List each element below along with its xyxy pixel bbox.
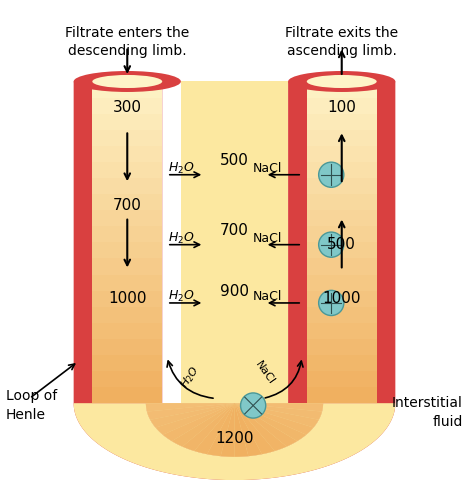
Polygon shape <box>92 258 162 275</box>
Text: $H_2O$: $H_2O$ <box>178 364 203 391</box>
Text: Loop of
Henle: Loop of Henle <box>6 389 57 421</box>
Polygon shape <box>92 403 377 457</box>
Polygon shape <box>234 403 275 454</box>
Polygon shape <box>234 403 287 451</box>
Circle shape <box>318 162 344 187</box>
Text: Filtrate exits the
ascending limb.: Filtrate exits the ascending limb. <box>285 26 398 58</box>
Polygon shape <box>147 403 234 420</box>
Text: 500: 500 <box>220 153 249 168</box>
Polygon shape <box>307 130 377 146</box>
Text: NaCl: NaCl <box>253 290 282 303</box>
Polygon shape <box>163 403 234 441</box>
Polygon shape <box>92 178 162 194</box>
Polygon shape <box>172 403 234 447</box>
Polygon shape <box>92 162 162 178</box>
Text: 300: 300 <box>113 100 142 115</box>
Polygon shape <box>307 82 377 403</box>
Text: 1000: 1000 <box>323 291 361 306</box>
Polygon shape <box>307 82 377 403</box>
Polygon shape <box>92 82 162 403</box>
Polygon shape <box>181 82 288 403</box>
Polygon shape <box>234 403 306 441</box>
Polygon shape <box>307 387 377 403</box>
Polygon shape <box>156 403 234 435</box>
Polygon shape <box>307 162 377 178</box>
Polygon shape <box>234 403 323 412</box>
Circle shape <box>241 393 266 418</box>
Polygon shape <box>307 323 377 339</box>
Text: Filtrate enters the
descending limb.: Filtrate enters the descending limb. <box>65 26 189 58</box>
Polygon shape <box>92 226 162 243</box>
Text: NaCl: NaCl <box>253 359 276 386</box>
Text: $H_2O$: $H_2O$ <box>168 289 195 304</box>
Polygon shape <box>307 226 377 243</box>
Polygon shape <box>92 323 162 339</box>
Polygon shape <box>92 146 162 162</box>
Polygon shape <box>74 82 395 480</box>
Ellipse shape <box>92 75 162 88</box>
Polygon shape <box>182 403 234 451</box>
Polygon shape <box>234 403 322 420</box>
Polygon shape <box>194 403 234 454</box>
Polygon shape <box>92 307 162 323</box>
Polygon shape <box>307 210 377 226</box>
Polygon shape <box>307 243 377 258</box>
Ellipse shape <box>288 71 395 92</box>
Polygon shape <box>92 98 162 114</box>
Polygon shape <box>307 194 377 210</box>
Polygon shape <box>92 403 377 457</box>
Polygon shape <box>307 82 377 98</box>
Polygon shape <box>307 146 377 162</box>
Text: 900: 900 <box>220 284 249 299</box>
Polygon shape <box>92 275 162 290</box>
Text: $H_2O$: $H_2O$ <box>168 231 195 246</box>
Text: 1200: 1200 <box>215 431 254 446</box>
Polygon shape <box>92 339 162 355</box>
Text: NaCl: NaCl <box>253 232 282 245</box>
Polygon shape <box>220 403 234 457</box>
Polygon shape <box>92 194 162 210</box>
Circle shape <box>318 232 344 257</box>
Text: 700: 700 <box>113 198 142 212</box>
Polygon shape <box>307 258 377 275</box>
Polygon shape <box>146 403 234 412</box>
Polygon shape <box>307 178 377 194</box>
Polygon shape <box>92 82 162 403</box>
Ellipse shape <box>307 75 377 88</box>
Polygon shape <box>307 355 377 371</box>
Polygon shape <box>307 98 377 114</box>
Polygon shape <box>234 403 319 427</box>
Polygon shape <box>307 339 377 355</box>
Text: $H_2O$: $H_2O$ <box>168 161 195 176</box>
Polygon shape <box>234 403 249 457</box>
Polygon shape <box>92 114 162 130</box>
Polygon shape <box>307 275 377 290</box>
Ellipse shape <box>74 71 181 92</box>
Polygon shape <box>74 403 395 480</box>
Text: 1000: 1000 <box>108 291 146 306</box>
Text: NaCl: NaCl <box>253 162 282 175</box>
Polygon shape <box>92 210 162 226</box>
Text: 500: 500 <box>327 237 356 252</box>
Polygon shape <box>92 130 162 146</box>
Polygon shape <box>307 371 377 387</box>
Circle shape <box>318 290 344 316</box>
Polygon shape <box>234 403 262 456</box>
Polygon shape <box>92 243 162 258</box>
Polygon shape <box>92 371 162 387</box>
Polygon shape <box>92 387 162 403</box>
Polygon shape <box>150 403 234 427</box>
Polygon shape <box>234 403 297 447</box>
Polygon shape <box>92 82 162 98</box>
Polygon shape <box>207 403 234 456</box>
Text: Interstitial
fluid: Interstitial fluid <box>392 396 463 429</box>
Polygon shape <box>307 114 377 130</box>
Text: 100: 100 <box>327 100 356 115</box>
Polygon shape <box>234 403 313 435</box>
Polygon shape <box>92 355 162 371</box>
Polygon shape <box>307 307 377 323</box>
Polygon shape <box>307 290 377 307</box>
Polygon shape <box>92 290 162 307</box>
Text: 700: 700 <box>220 223 249 238</box>
